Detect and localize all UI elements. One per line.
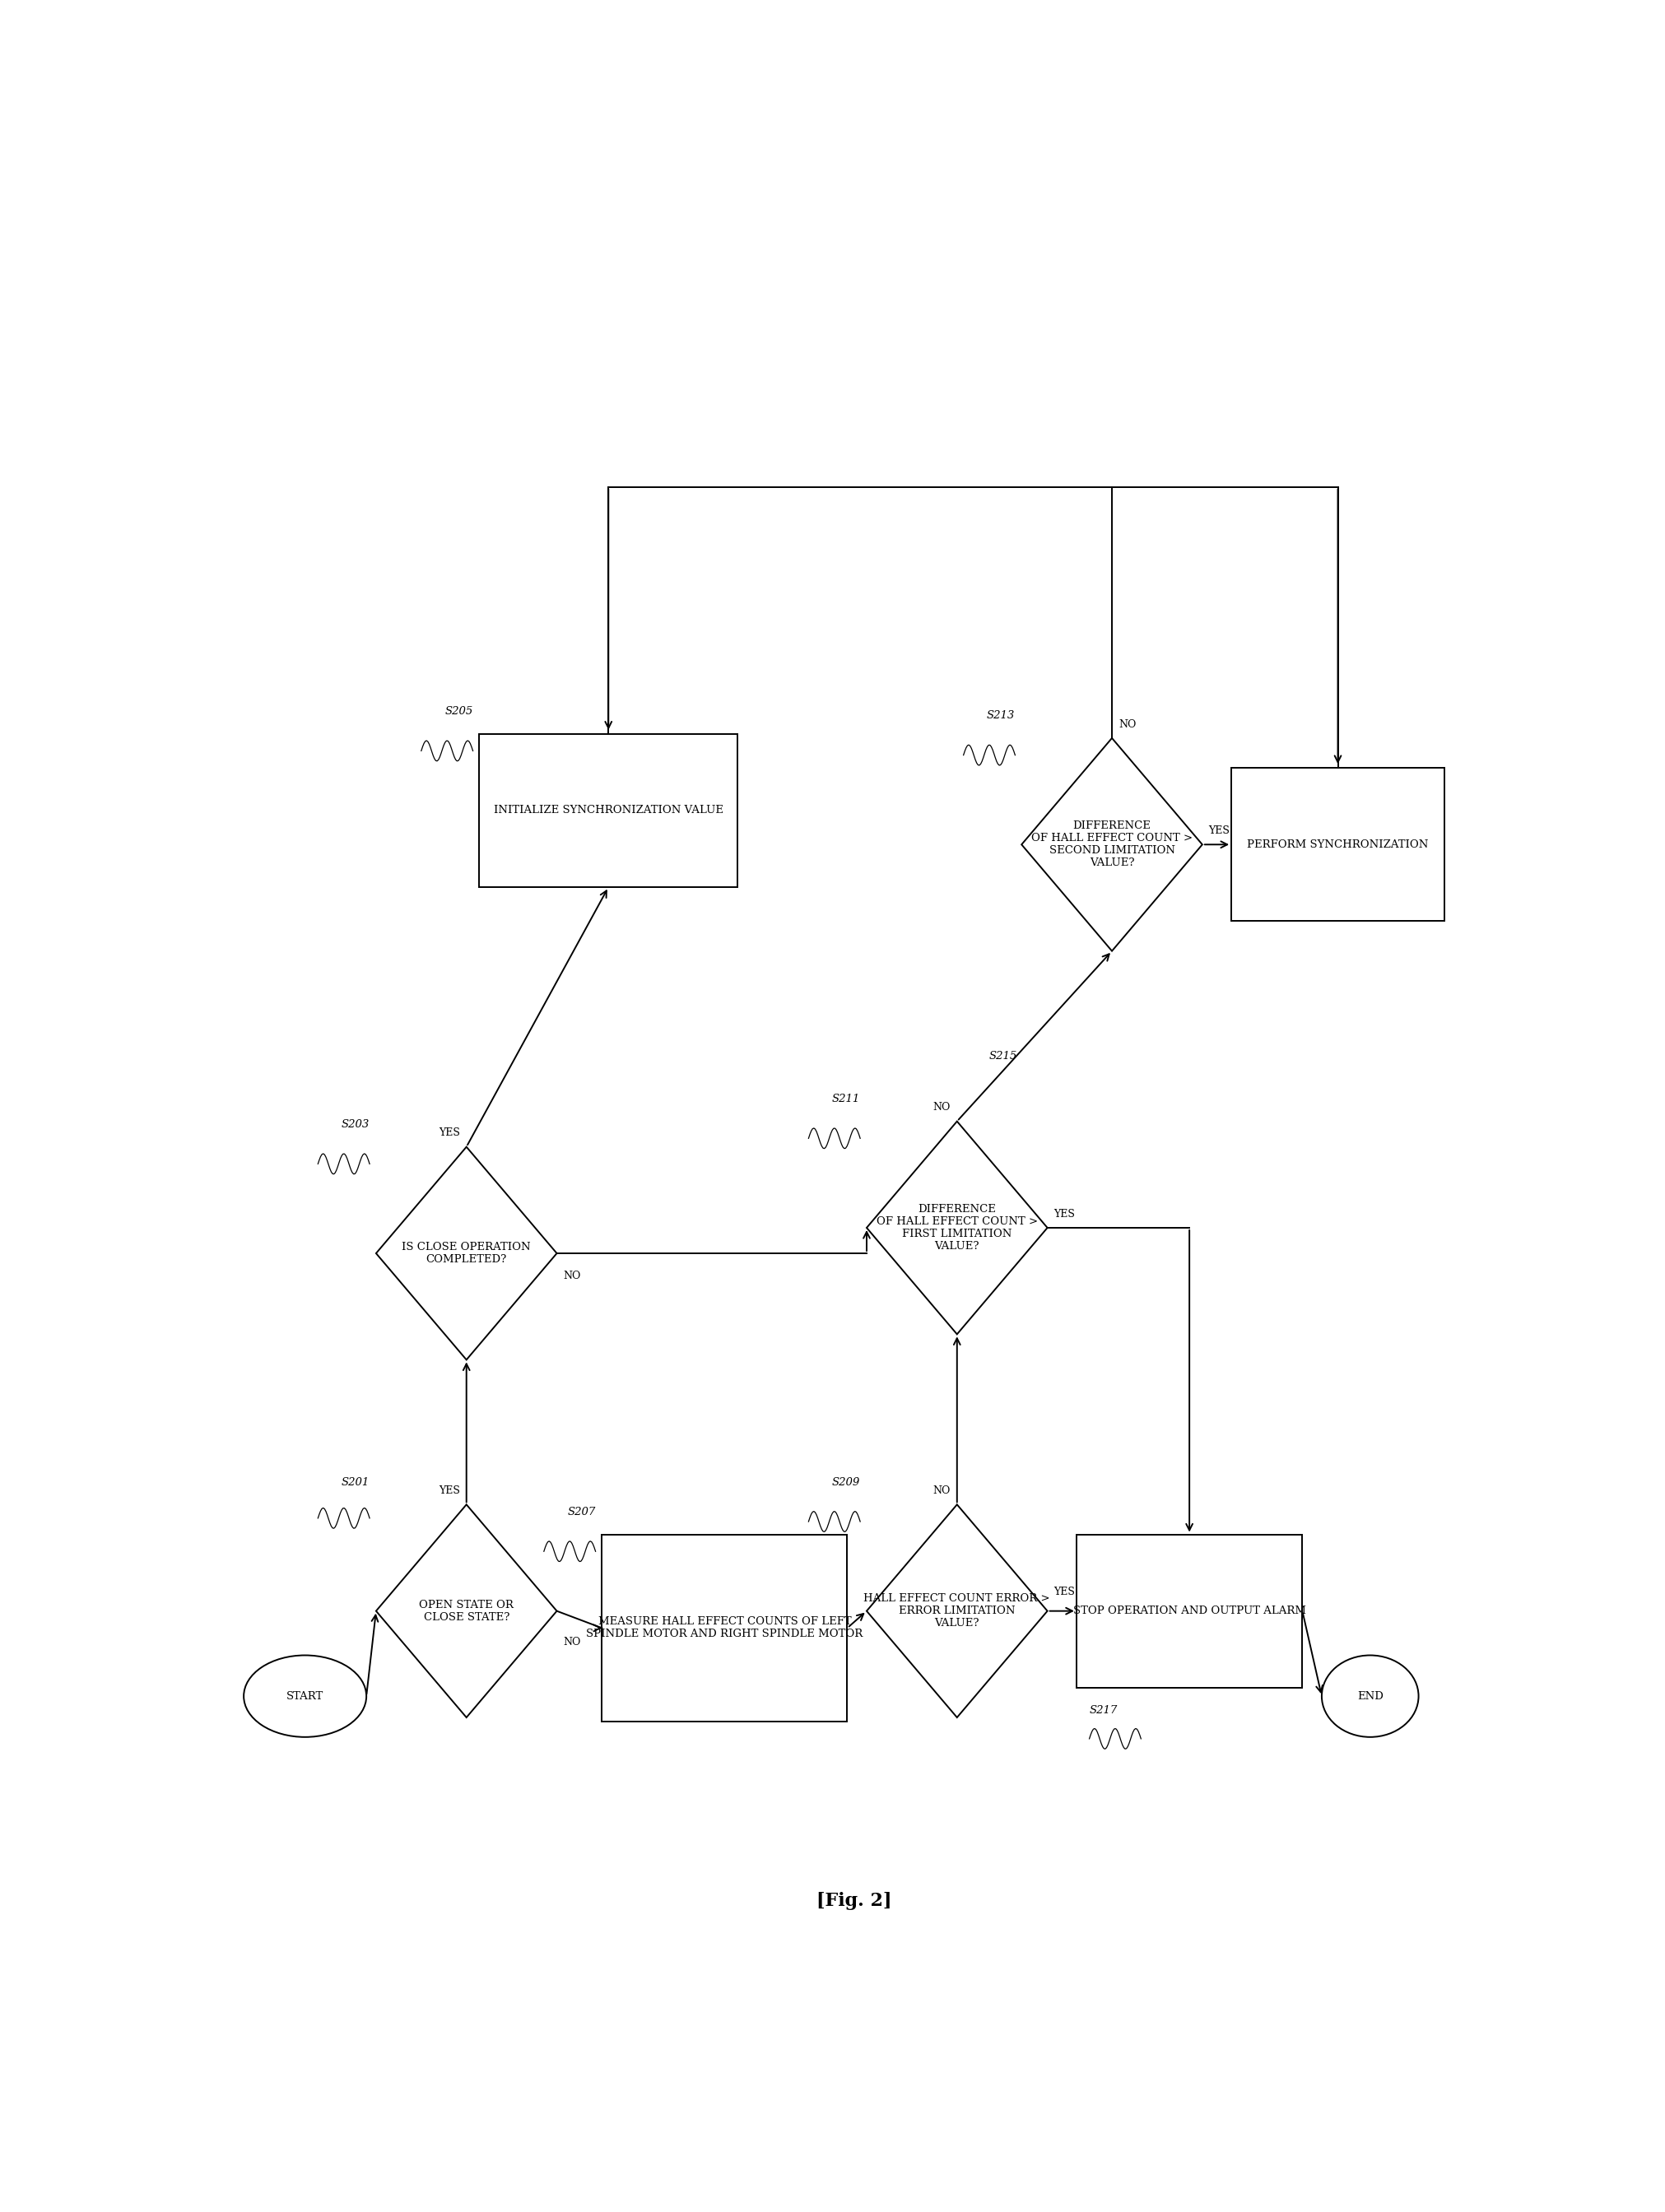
Text: YES: YES	[1054, 1586, 1074, 1597]
Text: S217: S217	[1089, 1705, 1117, 1714]
Text: DIFFERENCE
OF HALL EFFECT COUNT >
FIRST LIMITATION
VALUE?: DIFFERENCE OF HALL EFFECT COUNT > FIRST …	[876, 1203, 1037, 1252]
Text: S201: S201	[341, 1478, 370, 1486]
Text: S215: S215	[989, 1051, 1017, 1062]
Text: NO: NO	[932, 1484, 951, 1495]
Text: HALL EFFECT COUNT ERROR >
ERROR LIMITATION
VALUE?: HALL EFFECT COUNT ERROR > ERROR LIMITATI…	[864, 1593, 1049, 1628]
Text: YES: YES	[1209, 825, 1229, 836]
Text: NO: NO	[932, 1102, 951, 1113]
Text: YES: YES	[438, 1484, 460, 1495]
Text: S213: S213	[986, 710, 1014, 721]
Text: END: END	[1357, 1690, 1382, 1701]
Bar	[601, 1535, 847, 1721]
Text: INITIALIZE SYNCHRONIZATION VALUE: INITIALIZE SYNCHRONIZATION VALUE	[493, 805, 723, 816]
Bar	[1230, 768, 1444, 920]
Text: S209: S209	[831, 1478, 859, 1486]
Text: NO: NO	[563, 1637, 581, 1648]
Text: PERFORM SYNCHRONIZATION: PERFORM SYNCHRONIZATION	[1247, 838, 1429, 849]
Text: NO: NO	[1117, 719, 1136, 730]
Text: [Fig. 2]: [Fig. 2]	[816, 1891, 891, 1909]
Text: IS CLOSE OPERATION
COMPLETED?: IS CLOSE OPERATION COMPLETED?	[401, 1241, 531, 1265]
Text: YES: YES	[438, 1128, 460, 1139]
Text: MEASURE HALL EFFECT COUNTS OF LEFT
SPINDLE MOTOR AND RIGHT SPINDLE MOTOR: MEASURE HALL EFFECT COUNTS OF LEFT SPIND…	[586, 1617, 862, 1639]
Bar	[1076, 1535, 1302, 1688]
Text: START: START	[286, 1690, 323, 1701]
Text: S207: S207	[568, 1506, 596, 1517]
Text: NO: NO	[563, 1270, 581, 1281]
Text: S205: S205	[445, 706, 473, 717]
Text: STOP OPERATION AND OUTPUT ALARM: STOP OPERATION AND OUTPUT ALARM	[1072, 1606, 1305, 1617]
Text: YES: YES	[1054, 1208, 1074, 1219]
Text: S203: S203	[341, 1119, 370, 1130]
Text: OPEN STATE OR
CLOSE STATE?: OPEN STATE OR CLOSE STATE?	[420, 1599, 513, 1624]
Text: DIFFERENCE
OF HALL EFFECT COUNT >
SECOND LIMITATION
VALUE?: DIFFERENCE OF HALL EFFECT COUNT > SECOND…	[1031, 821, 1192, 869]
Bar	[480, 734, 738, 887]
Text: S211: S211	[831, 1093, 859, 1104]
